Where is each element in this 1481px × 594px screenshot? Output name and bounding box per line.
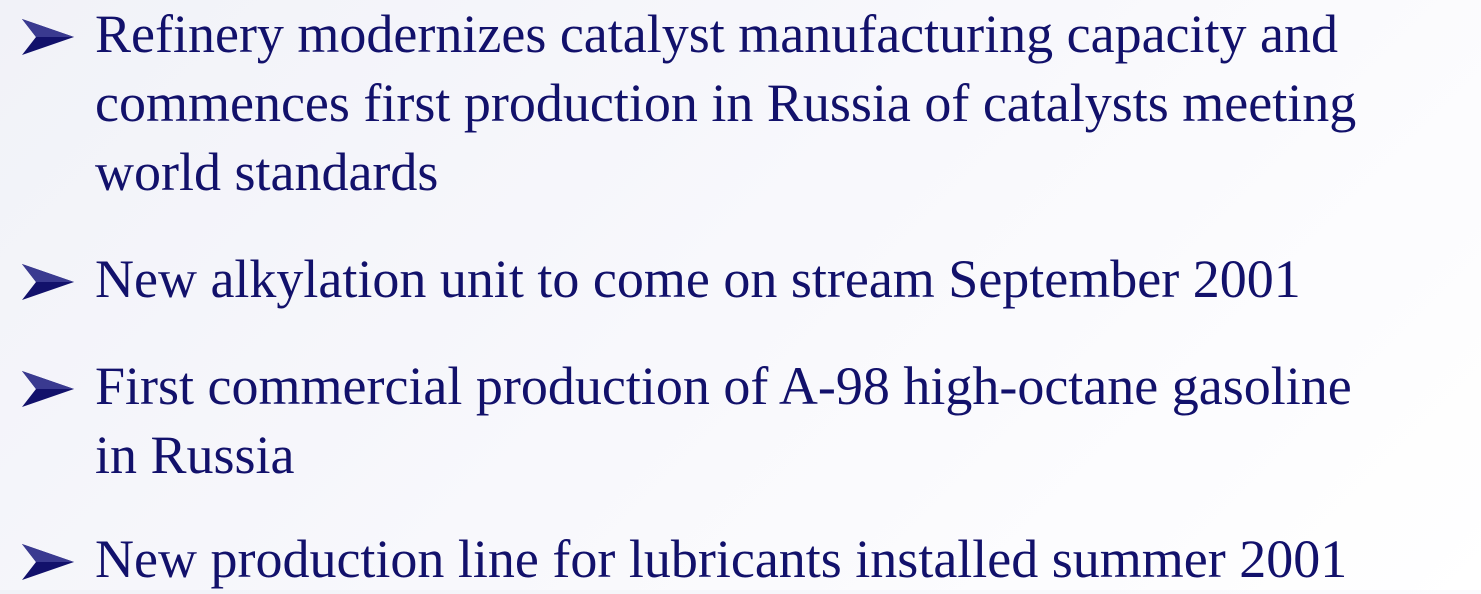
bullet-text: New alkylation unit to come on stream Se… [95,249,1301,309]
arrow-bullet [22,371,74,407]
arrow-bullet [22,264,74,300]
bullet-text: First commercial production of A-98 high… [95,356,1352,416]
bullet-text: in Russia [95,425,295,485]
bullet-text: Refinery modernizes catalyst manufacturi… [95,4,1338,64]
bullet-text: commences first production in Russia of … [95,73,1357,133]
arrow-bullet [22,19,74,55]
bullet-text: New production line for lubricants insta… [95,529,1348,589]
bullet-text: world standards [95,142,439,202]
arrow-bullet [22,544,74,580]
